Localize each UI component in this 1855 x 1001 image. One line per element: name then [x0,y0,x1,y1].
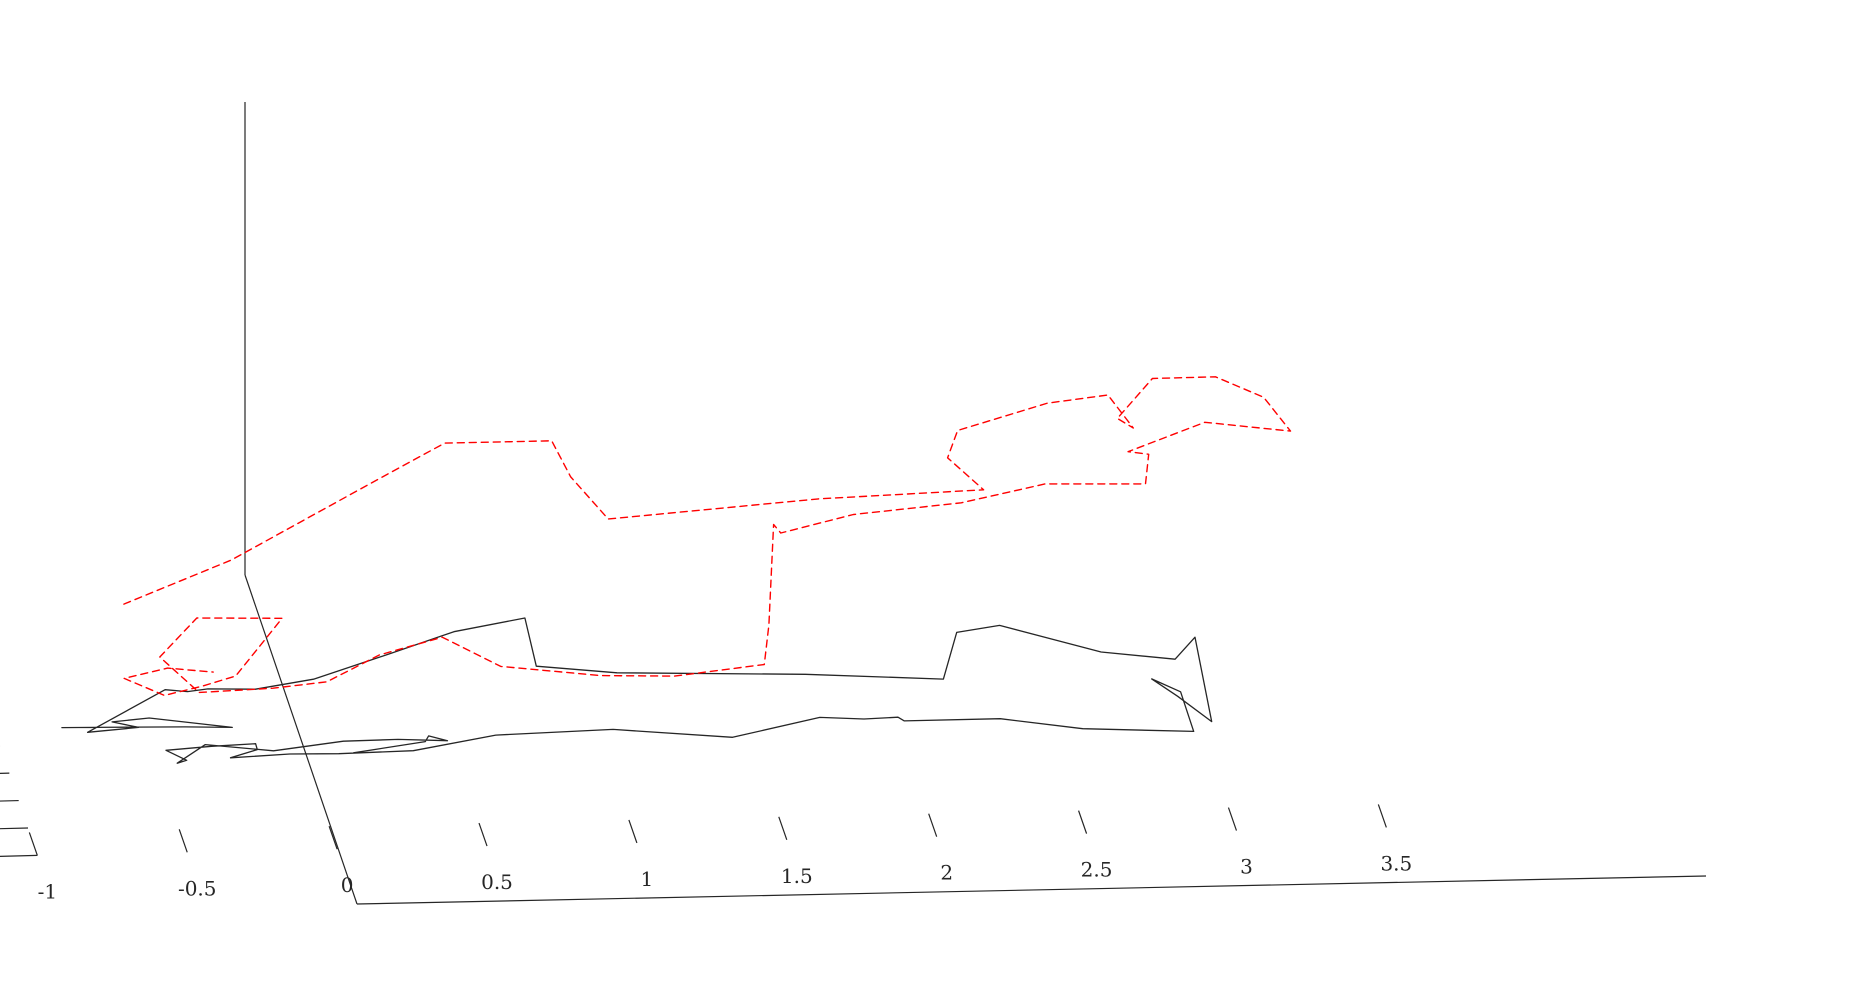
x-tick-label: 2.5 [1081,858,1113,882]
axes-lines [244,102,1707,905]
x-tick-mark [928,813,938,837]
x-tick-mark [1078,810,1088,834]
x-tick-label: 3 [1240,855,1253,879]
x-tick-label: 0.5 [481,870,513,894]
x-tick-mark [1227,807,1238,831]
x-tick-mark [478,822,488,847]
y-tick-mark [0,799,19,802]
series-layer [61,376,1292,764]
x-tick-mark [28,832,38,856]
y-tick-mark [0,827,29,830]
series-line-solid [61,617,1213,764]
x-tick-label: -1 [38,879,57,903]
series-line-dashed [123,376,1292,697]
x-axis-line [356,875,1707,905]
x-tick-mark [1377,804,1387,828]
x-tick-mark [778,816,788,841]
x-tick-label: 3.5 [1380,851,1412,875]
y-tick-mark [0,772,10,774]
x-tick-label: 2 [940,861,953,885]
x-axis-ticks: -1 -0.5 0 0.5 1 1.5 2 2.5 3 3.5 [28,804,1412,903]
x-tick-label: 1 [641,867,654,891]
x-tick-mark [328,825,338,850]
x-tick-mark [178,829,188,853]
x-tick-label: 1.5 [781,864,813,888]
y-axis-line [244,574,358,905]
y-tick-mark [0,854,38,857]
x-tick-label: 0 [341,873,354,897]
x-tick-label: -0.5 [178,876,217,900]
y-axis-ticks: -4-3-2-1012 [0,745,38,857]
x-tick-mark [628,819,638,844]
